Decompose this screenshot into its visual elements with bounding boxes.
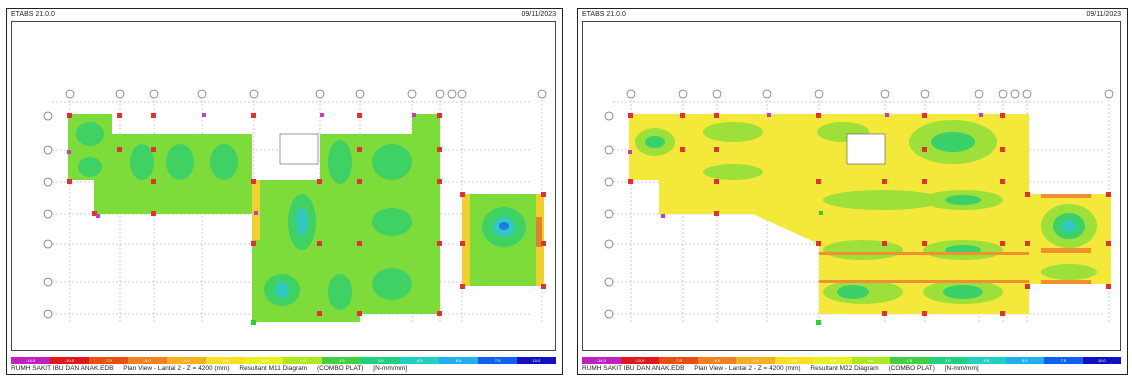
legend-tick-label: -1.5 xyxy=(260,358,268,363)
m22-contour-diagram xyxy=(604,89,1114,325)
legend-swatch: 3.0 xyxy=(928,357,967,364)
plan-view-plot[interactable] xyxy=(582,21,1121,351)
app-title: ETABS 21.0.0 xyxy=(582,11,626,18)
plan-view-plot[interactable] xyxy=(11,21,556,351)
legend-tick-label: 4.5 xyxy=(983,358,990,363)
legend-tick-label: 3.0 xyxy=(944,358,951,363)
view-description: Plan View - Lantai 2 - Z = 4200 (mm) xyxy=(123,365,230,372)
legend-swatch: -1.5 xyxy=(244,357,284,364)
result-type: Resultant M11 Diagram xyxy=(239,365,308,372)
color-scale-legend: -14.0 -10.0 -7.5 -6.0 -4.5 -3.0 -1.5 0.0 1.5 3.0 4… xyxy=(582,357,1121,364)
legend-swatch: 7.5 xyxy=(478,357,517,364)
legend-swatch: 0.0 xyxy=(283,357,323,364)
legend-swatch: -10.0 xyxy=(49,357,89,364)
legend-tick-label: 0.0 xyxy=(300,358,306,363)
status-footer: RUMH SAKIT IBU DAN ANAK.EDB Plan View - … xyxy=(11,365,415,372)
legend-swatch: 0.0 xyxy=(851,357,890,364)
legend-swatch: 1.5 xyxy=(322,357,362,364)
app-title: ETABS 21.0.0 xyxy=(11,11,55,18)
result-type: Resultant M22 Diagram xyxy=(810,365,879,372)
legend-tick-label: -6.0 xyxy=(143,358,151,363)
legend-swatch: -4.5 xyxy=(166,357,206,364)
legend-tick-label: -3.0 xyxy=(221,358,229,363)
legend-tick-label: 1.5 xyxy=(906,358,913,363)
legend-swatch: 4.5 xyxy=(400,357,440,364)
file-name: RUMH SAKIT IBU DAN ANAK.EDB xyxy=(11,365,114,372)
status-footer: RUMH SAKIT IBU DAN ANAK.EDB Plan View - … xyxy=(582,365,987,372)
legend-tick-label: -4.5 xyxy=(751,358,759,363)
legend-swatch: -6.0 xyxy=(127,357,167,364)
legend-tick-label: 6.0 xyxy=(1021,358,1028,363)
legend-tick-label: 0.0 xyxy=(867,358,874,363)
date-label: 09/11/2023 xyxy=(1086,11,1121,18)
legend-swatch: -7.5 xyxy=(88,357,128,364)
legend-swatch: -10.0 xyxy=(620,357,659,364)
view-description: Plan View - Lantai 2 - Z = 4200 (mm) xyxy=(694,365,801,372)
legend-swatch: -14.0 xyxy=(582,357,621,364)
legend-tick-label: 7.5 xyxy=(494,358,501,363)
legend-tick-label: -7.5 xyxy=(674,358,682,363)
color-scale-legend: -14.0 -10.0 -7.5 -6.0 -4.5 -3.0 -1.5 0.0 1.5 3.0 4… xyxy=(11,357,556,364)
legend-swatch: 10.0 xyxy=(1082,357,1121,364)
legend-swatch: 1.5 xyxy=(890,357,929,364)
units-label: [N-mm/mm] xyxy=(373,365,408,372)
legend-tick-label: -10.0 xyxy=(635,358,645,363)
legend-swatch: -4.5 xyxy=(736,357,775,364)
file-name: RUMH SAKIT IBU DAN ANAK.EDB xyxy=(582,365,685,372)
m11-contour-diagram xyxy=(43,89,547,325)
legend-swatch: -1.5 xyxy=(813,357,852,364)
load-combo: (COMBO PLAT) xyxy=(316,365,364,372)
legend-tick-label: -10.0 xyxy=(64,358,74,363)
legend-tick-label: 3.0 xyxy=(377,358,384,363)
legend-swatch: 3.0 xyxy=(361,357,401,364)
legend-swatch: -14.0 xyxy=(11,357,50,364)
legend-swatch: 7.5 xyxy=(1044,357,1083,364)
legend-tick-label: 10.0 xyxy=(1097,358,1106,363)
legend-tick-label: 4.5 xyxy=(416,358,423,363)
legend-tick-label: 1.5 xyxy=(339,358,345,363)
legend-tick-label: -14.0 xyxy=(25,358,36,363)
legend-swatch: 6.0 xyxy=(439,357,479,364)
legend-tick-label: -14.0 xyxy=(596,358,606,363)
legend-swatch: 10.0 xyxy=(516,357,556,364)
legend-swatch: 6.0 xyxy=(1005,357,1044,364)
legend-swatch: -7.5 xyxy=(659,357,698,364)
date-label: 09/11/2023 xyxy=(521,11,556,18)
load-combo: (COMBO PLAT) xyxy=(888,365,935,372)
legend-swatch: -6.0 xyxy=(697,357,736,364)
legend-tick-label: 10.0 xyxy=(532,358,541,363)
legend-tick-label: -4.5 xyxy=(182,358,190,363)
legend-swatch: -3.0 xyxy=(774,357,813,364)
legend-tick-label: 6.0 xyxy=(455,358,462,363)
legend-tick-label: -3.0 xyxy=(790,358,798,363)
units-label: [N-mm/mm] xyxy=(944,365,979,372)
legend-tick-label: -7.5 xyxy=(104,358,112,363)
legend-tick-label: 7.5 xyxy=(1060,358,1067,363)
result-window-m11[interactable]: ETABS 21.0.0 09/11/2023 xyxy=(6,8,563,375)
legend-tick-label: -1.5 xyxy=(828,358,836,363)
legend-swatch: 4.5 xyxy=(967,357,1006,364)
legend-swatch: -3.0 xyxy=(205,357,245,364)
result-window-m22[interactable]: ETABS 21.0.0 09/11/2023 xyxy=(577,8,1128,375)
legend-tick-label: -6.0 xyxy=(713,358,721,363)
